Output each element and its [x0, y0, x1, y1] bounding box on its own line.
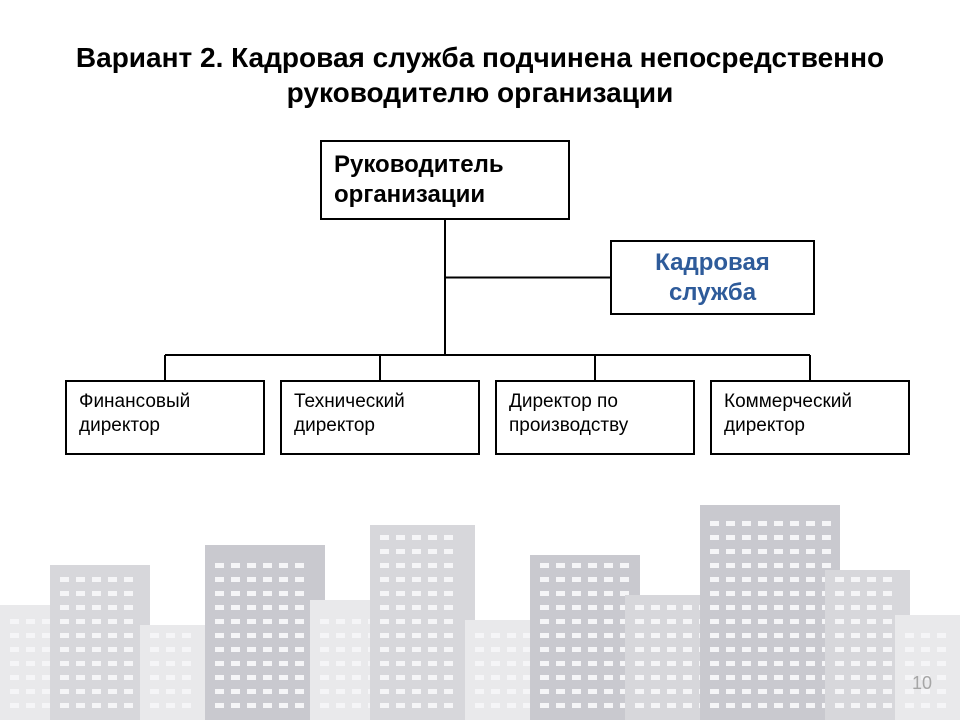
- page-number: 10: [912, 673, 932, 694]
- slide: Вариант 2. Кадровая служба подчинена неп…: [0, 0, 960, 720]
- org-node-label: Кадровая служба: [655, 248, 770, 308]
- slide-title: Вариант 2. Кадровая служба подчинена неп…: [0, 40, 960, 110]
- skyline-background: [0, 490, 960, 720]
- org-node-label: Руководитель организации: [334, 150, 504, 210]
- org-node-label: Коммерческий директор: [724, 390, 852, 438]
- org-node-comm: Коммерческий директор: [710, 380, 910, 455]
- org-node-tech: Технический директор: [280, 380, 480, 455]
- skyline-building: [50, 565, 150, 720]
- org-node-prod: Директор по производству: [495, 380, 695, 455]
- skyline-building: [140, 625, 210, 720]
- org-node-head: Руководитель организации: [320, 140, 570, 220]
- skyline-building: [205, 545, 325, 720]
- org-node-hr: Кадровая служба: [610, 240, 815, 315]
- org-node-label: Директор по производству: [509, 390, 628, 438]
- skyline-building: [370, 525, 475, 720]
- skyline-building: [700, 505, 840, 720]
- org-node-label: Финансовый директор: [79, 390, 190, 438]
- org-node-fin: Финансовый директор: [65, 380, 265, 455]
- skyline-building: [895, 615, 960, 720]
- org-node-label: Технический директор: [294, 390, 405, 438]
- skyline-building: [530, 555, 640, 720]
